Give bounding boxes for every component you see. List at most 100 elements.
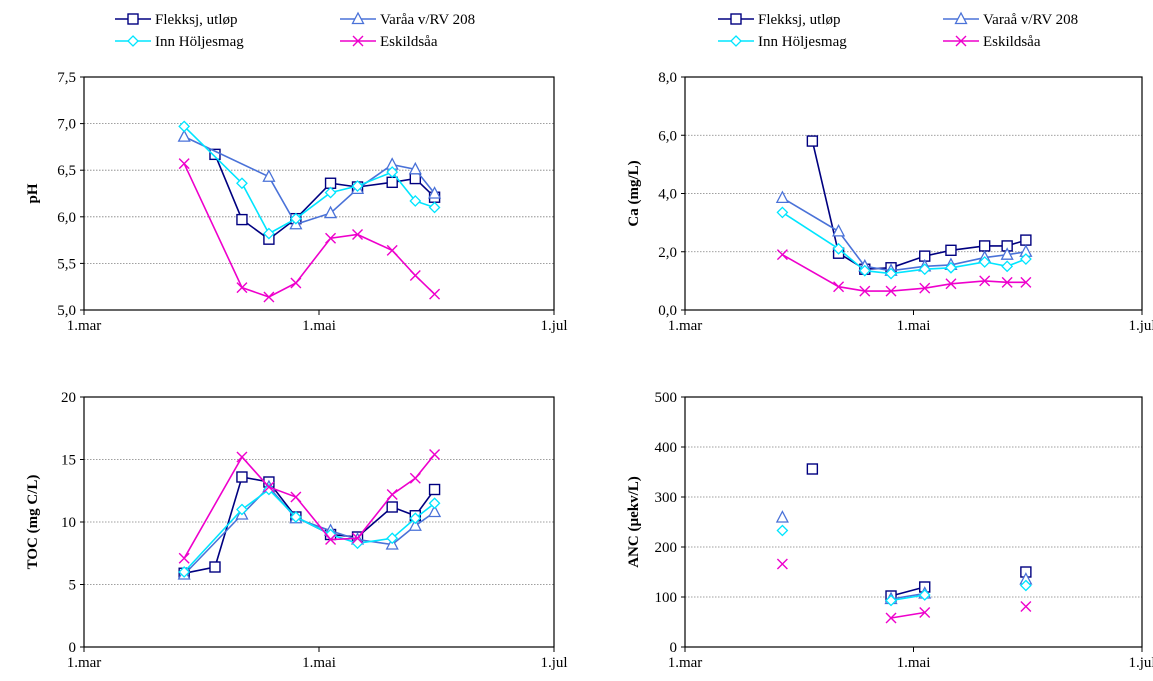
y-tick-label: 20 — [61, 390, 76, 406]
data-point — [945, 261, 957, 274]
series-eskildsaa — [776, 249, 1032, 297]
data-point — [806, 463, 819, 475]
data-point — [386, 501, 398, 513]
x-tick-label: 1.mai — [897, 318, 931, 334]
y-tick-label: 2,0 — [658, 245, 677, 261]
legend-marker — [730, 35, 742, 47]
series-flekksj-utlop — [806, 135, 1032, 275]
data-point — [262, 169, 276, 182]
y-tick-label: 0,0 — [658, 303, 677, 319]
y-tick-label: 8,0 — [658, 70, 677, 86]
data-point — [1001, 260, 1014, 273]
series-inn-holjesmag — [776, 206, 1032, 280]
series-line — [811, 140, 1027, 271]
data-point — [352, 229, 364, 241]
legend-marker — [127, 13, 139, 25]
series-line — [183, 135, 436, 226]
legend-marker — [954, 11, 968, 25]
data-point — [177, 129, 191, 142]
data-point — [409, 472, 421, 484]
x-tick-label: 1.jul — [1128, 655, 1153, 671]
series-eskildsaa — [776, 558, 1032, 624]
legend: Flekksj, utløp Varåa v/RV 208 Inn Höljesma… — [115, 11, 475, 50]
x-tick-label: 1.mar — [668, 318, 703, 334]
plot-area — [83, 76, 555, 311]
legend-label: Eskildsåa — [380, 34, 438, 50]
x-tick-label: 1.jul — [540, 318, 567, 334]
data-point — [409, 512, 422, 525]
data-point — [776, 524, 789, 537]
data-point — [918, 589, 931, 601]
data-point — [978, 240, 991, 252]
y-tick-label: 5 — [69, 578, 77, 594]
data-point — [979, 275, 991, 287]
data-point — [263, 481, 275, 493]
data-point — [289, 511, 302, 523]
legend-label: Varaå v/RV 208 — [983, 12, 1078, 28]
series-eskildsaa — [178, 449, 441, 564]
legend-item-inn-holjesmag: Inn Höljesmag — [718, 34, 847, 50]
y-tick-label: 15 — [61, 453, 76, 469]
data-point — [262, 227, 275, 240]
data-point — [386, 489, 398, 500]
series-line — [890, 592, 925, 600]
y-tick-label: 200 — [655, 540, 678, 556]
chart-panel-2: 0,0 2,0 4,0 6,0 8,0 1.mar 1.mai 1.jul Ca (mg/L) F… — [626, 11, 1153, 334]
data-point — [324, 186, 337, 199]
y-tick-label: 500 — [655, 390, 678, 406]
data-point — [885, 267, 897, 280]
data-point — [325, 534, 337, 545]
legend-marker — [352, 35, 364, 47]
plot-area — [684, 396, 1143, 648]
series-varaa-v-rv-208 — [775, 510, 1033, 605]
chart-panel-4: 0 100 200 300 400 500 1.mar 1.mai 1.jul ANC (µekv… — [626, 390, 1153, 671]
series-inn-holjesmag — [178, 120, 441, 240]
data-point — [776, 206, 789, 219]
legend-item-flekksj-utlop: Flekksj, utløp — [115, 12, 238, 28]
legend-marker — [127, 35, 139, 47]
y-tick-label: 300 — [655, 490, 678, 506]
data-point — [409, 270, 421, 282]
chart-panel-3: 0 5 10 15 20 1.mar 1.mai 1.jul TOC (mg C/L) — [25, 390, 568, 671]
y-tick-label: 6,0 — [57, 210, 76, 226]
x-tick-label: 1.mar — [67, 655, 102, 671]
legend-label: Inn Höljesmag — [758, 34, 847, 50]
data-point — [885, 285, 897, 297]
x-tick-label: 1.mar — [67, 318, 102, 334]
series-eskildsaa — [178, 158, 441, 303]
series-line — [890, 611, 925, 619]
x-tick-label: 1.mai — [302, 655, 336, 671]
data-point — [386, 176, 398, 189]
y-tick-label: 0 — [69, 640, 77, 656]
data-point — [1020, 601, 1032, 612]
y-tick-label: 6,0 — [658, 128, 677, 144]
data-point — [919, 607, 931, 618]
data-point — [386, 166, 399, 178]
y-tick-label: 7,0 — [57, 117, 76, 133]
data-point — [1020, 234, 1032, 246]
legend-label: Inn Höljesmag — [155, 34, 244, 50]
data-point — [776, 558, 788, 570]
data-point — [408, 518, 422, 531]
y-tick-label: 0 — [670, 640, 678, 656]
data-point — [178, 566, 191, 578]
y-tick-label: 4,0 — [658, 187, 677, 203]
data-point — [352, 532, 364, 544]
legend-label: Flekksj, utløp — [155, 12, 238, 28]
data-point — [290, 277, 302, 289]
data-point — [386, 532, 399, 545]
data-point — [236, 451, 248, 463]
data-point — [1020, 276, 1032, 288]
y-tick-label: 6,5 — [57, 163, 76, 179]
data-point — [178, 158, 190, 170]
data-point — [885, 594, 897, 607]
data-point — [427, 504, 442, 518]
y-tick-label: 10 — [61, 515, 76, 531]
x-tick-label: 1.jul — [1128, 318, 1153, 334]
data-point — [1019, 253, 1032, 265]
data-point — [351, 180, 364, 192]
data-point — [323, 205, 338, 219]
y-tick-label: 7,5 — [57, 70, 76, 86]
data-point — [775, 510, 789, 523]
